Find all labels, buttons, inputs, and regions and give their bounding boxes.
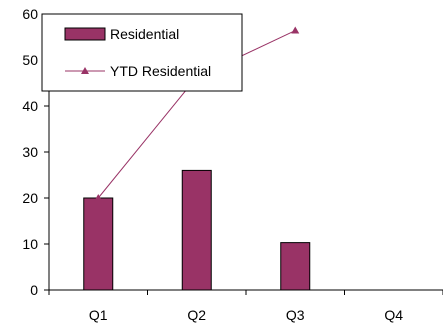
y-tick-label: 10 bbox=[22, 236, 38, 252]
legend-label-ytd-residential: YTD Residential bbox=[110, 63, 211, 79]
plot-area: 0 10 20 30 40 50 60 Q1 Q2 Q3 Q4 bbox=[22, 6, 443, 323]
legend-label-residential: Residential bbox=[110, 26, 179, 42]
y-tick-label: 0 bbox=[30, 282, 38, 298]
y-tick-label: 60 bbox=[22, 6, 38, 22]
legend: Residential YTD Residential bbox=[41, 13, 243, 92]
legend-swatch-residential bbox=[64, 27, 106, 41]
x-tick-label: Q3 bbox=[286, 307, 305, 323]
bar-residential-q1 bbox=[83, 197, 114, 291]
legend-box bbox=[41, 13, 243, 92]
y-tick-label: 50 bbox=[22, 52, 38, 68]
bar-residential-q3 bbox=[280, 242, 311, 291]
x-tick-label: Q2 bbox=[187, 307, 206, 323]
y-tick-label: 30 bbox=[22, 144, 38, 160]
bar-residential-q2 bbox=[181, 169, 212, 291]
x-tick-label: Q4 bbox=[384, 307, 403, 323]
marker-ytd-residential-q3 bbox=[291, 26, 300, 34]
legend-marker-ytd-residential bbox=[81, 67, 89, 74]
x-tick-label: Q1 bbox=[89, 307, 108, 323]
y-tick-label: 20 bbox=[22, 190, 38, 206]
y-tick-label: 40 bbox=[22, 98, 38, 114]
marker-ytd-residential-q1 bbox=[94, 194, 103, 201]
